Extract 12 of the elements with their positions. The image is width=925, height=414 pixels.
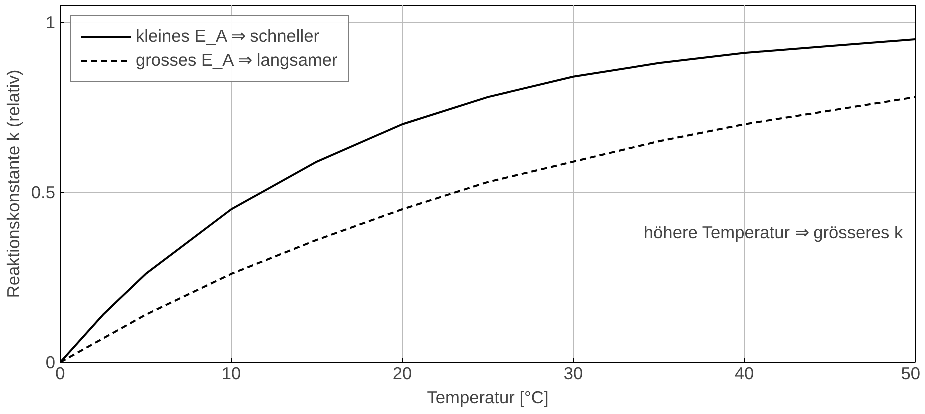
x-tick-label: 10	[222, 364, 242, 384]
x-tick-label: 40	[734, 364, 754, 384]
y-tick-label: 1	[46, 12, 56, 32]
x-tick-label: 30	[564, 364, 584, 384]
legend-label: kleines E_A ⇒ schneller	[136, 26, 320, 47]
legend-label: grosses E_A ⇒ langsamer	[136, 50, 338, 71]
x-axis-title: Temperatur [°C]	[427, 388, 549, 408]
annotation: höhere Temperatur ⇒ grösseres k	[644, 222, 904, 242]
x-tick-label: 50	[901, 364, 921, 384]
x-tick-label: 20	[392, 364, 412, 384]
y-axis-title: Reaktionskonstante k (relativ)	[3, 70, 24, 298]
y-tick-label: 0.5	[31, 182, 56, 202]
